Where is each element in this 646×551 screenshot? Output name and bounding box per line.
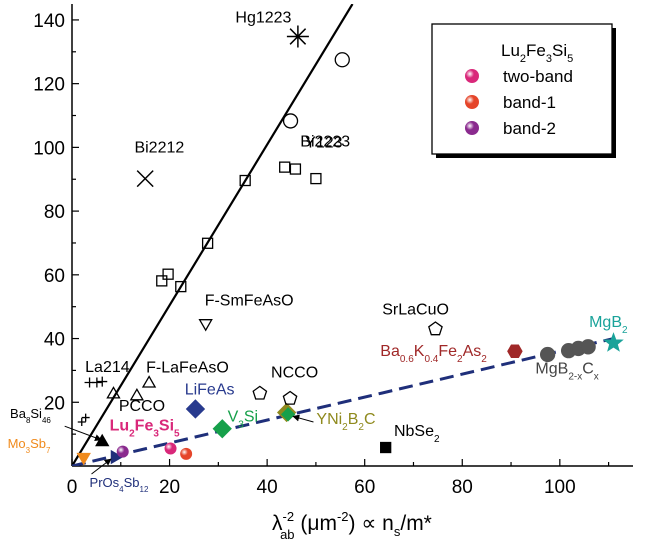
label-mo3sb7: Mo3Sb7: [8, 436, 51, 455]
x-tick-label: 0: [67, 477, 78, 498]
pentagon-marker: [253, 386, 266, 399]
plus-marker: [97, 377, 107, 387]
x-tick-label: 40: [257, 477, 278, 498]
label-f-smfeaso: F-SmFeAsO: [205, 292, 294, 309]
star-marker: [605, 334, 622, 350]
plus-marker: [92, 378, 102, 388]
annotation-arrow: [293, 416, 313, 422]
label-y123: Y123: [305, 135, 342, 152]
legend-marker: [465, 95, 479, 109]
circle-marker: [541, 347, 555, 361]
square-marker: [280, 162, 290, 172]
circle-marker: [284, 114, 298, 128]
square-marker: [157, 276, 167, 286]
square-marker: [311, 174, 321, 184]
x-tick-label: 100: [544, 477, 576, 498]
x-tick-label: 80: [452, 477, 473, 498]
tri-up-marker: [143, 377, 155, 388]
y-tick-label: 20: [44, 393, 65, 414]
cross-marker: [137, 171, 153, 187]
y-tick-label: 100: [33, 138, 65, 159]
label-mgb2-xcx: MgB2-xCx: [535, 361, 598, 383]
circle-marker: [581, 340, 595, 354]
x-tick-label: 60: [354, 477, 375, 498]
label-nbse2: NbSe2: [394, 423, 440, 445]
square-marker: [381, 443, 391, 453]
tri-down-marker: [78, 454, 90, 465]
y-tick-label: 40: [44, 330, 65, 351]
y-tick-label: 60: [44, 266, 65, 287]
label-hg1223: Hg1223: [235, 9, 291, 26]
y-tick-label: 140: [33, 11, 65, 32]
tri-down-marker: [200, 320, 212, 331]
label-v3si: V3Si: [228, 409, 258, 431]
label-ncco: NCCO: [271, 365, 318, 382]
circle-marker: [335, 53, 349, 67]
sphere-marker: [180, 448, 192, 460]
label-bi2212: Bi2212: [134, 139, 184, 156]
diamond-marker: [187, 400, 205, 418]
sphere-marker: [117, 446, 129, 458]
pentagon-marker: [283, 392, 296, 405]
tri-up-marker: [96, 435, 108, 446]
label-lu2fe3si5: Lu2Fe3Si5: [110, 417, 180, 439]
hexagon-marker: [508, 345, 522, 357]
label-ba0-6k0-4fe2as2: Ba0.6K0.4Fe2As2: [380, 343, 487, 365]
legend-entry-label: two-band: [503, 67, 573, 86]
label-mgb2: MgB2: [589, 314, 628, 336]
legend-entry-label: band-1: [503, 93, 556, 112]
x-axis-label: λ-2 ab (μm-2) ∝ ns/m*: [272, 509, 432, 542]
x-tick-label: 20: [159, 477, 180, 498]
legend-marker: [465, 69, 479, 83]
pentagon-marker: [429, 322, 442, 335]
chart: 0 20 40 60 80 100 20 40 60 80 100 120 140 Hg1223 Bi22…: [0, 0, 646, 546]
label-srlacuo: SrLaCuO: [382, 302, 449, 319]
scatter-plot: 0 20 40 60 80 100 20 40 60 80 100 120 140 Hg1223 Bi22…: [0, 0, 646, 546]
label-la214: La214: [85, 359, 130, 376]
label-yni2b2c: YNi2B2C: [316, 411, 375, 433]
sphere-marker: [165, 442, 177, 454]
plus-marker: [78, 418, 86, 426]
legend-entry-label: band-2: [503, 119, 556, 138]
plus-marker: [82, 414, 90, 422]
x-axis-title: λ-2 ab (μm-2) ∝ ns/m*: [272, 509, 432, 542]
square-marker: [163, 269, 173, 279]
y-tick-label: 120: [33, 75, 65, 96]
label-pcco: PCCO: [119, 398, 165, 415]
square-marker: [290, 164, 300, 174]
asterisk-marker: [287, 26, 309, 48]
y-tick-label: 80: [44, 202, 65, 223]
label-f-lafeaso: F-LaFeAsO: [146, 359, 229, 376]
legend-marker: [465, 121, 479, 135]
label-pros4sb12: PrOs4Sb12: [90, 475, 149, 494]
label-lifeas: LiFeAs: [185, 381, 235, 398]
